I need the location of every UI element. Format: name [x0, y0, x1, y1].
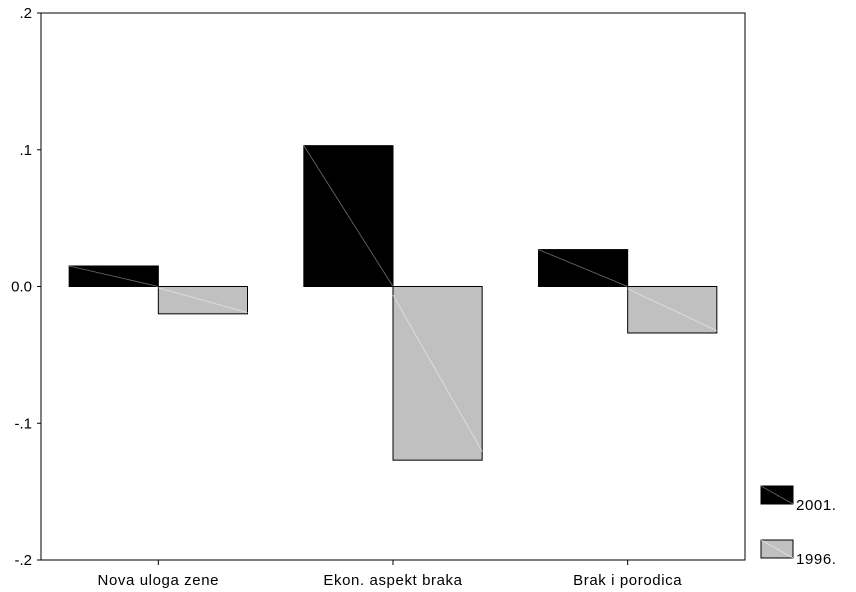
- y-tick-label: .2: [19, 5, 32, 22]
- legend-label-2001: 2001.: [796, 497, 837, 514]
- bar-diagonal-artifact: [392, 294, 483, 452]
- bar-diagonal-artifact: [158, 287, 248, 313]
- legend-swatch-diagonal: [760, 485, 794, 505]
- x-axis: Nova uloga zene Ekon. aspekt braka Brak i …: [98, 560, 682, 589]
- y-axis: .2 .1 0.0 -.1 -.2: [11, 5, 41, 569]
- bar-diagonal-artifact: [69, 265, 159, 287]
- bars-group: [68, 145, 718, 461]
- legend-swatch-diagonal: [760, 539, 794, 559]
- y-tick-label: -.2: [14, 552, 32, 569]
- x-category-label: Nova uloga zene: [98, 572, 220, 589]
- y-tick-label: 0.0: [11, 279, 32, 296]
- bar-diagonal-artifact: [538, 249, 628, 287]
- legend-label-1996: 1996.: [796, 551, 837, 568]
- y-tick-label: .1: [19, 142, 32, 159]
- x-category-label: Ekon. aspekt braka: [323, 572, 462, 589]
- legend: 2001. 1996.: [760, 485, 837, 568]
- bar-diagonal-artifact: [303, 145, 394, 287]
- x-category-label: Brak i porodica: [573, 572, 682, 589]
- y-tick-label: -.1: [14, 415, 32, 432]
- bar-diagonal-artifact: [627, 288, 718, 332]
